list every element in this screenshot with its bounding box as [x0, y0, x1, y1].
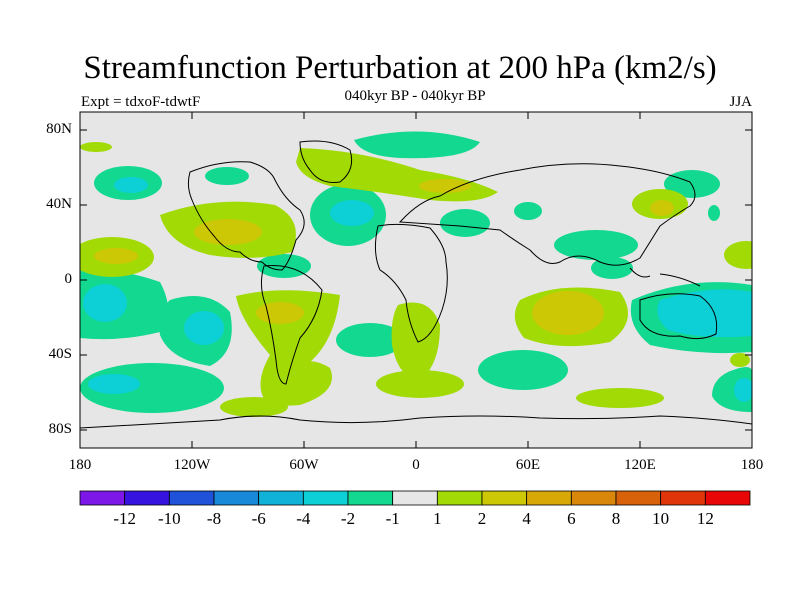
colorbar-label: -4: [296, 509, 311, 528]
region-sind-low: [478, 350, 568, 390]
region-bering-low: [664, 170, 720, 198]
colorbar-swatch: [570, 490, 617, 506]
region-arctic-high-w: [80, 142, 112, 152]
colorbar-swatch: [258, 490, 304, 506]
region-safrica-high: [391, 302, 440, 380]
core-namerica: [194, 219, 262, 245]
core-epac: [83, 284, 127, 322]
colorbar-swatch: [302, 490, 349, 506]
colorbar-swatch: [213, 490, 260, 506]
colorbar-label: 8: [611, 509, 621, 528]
strong-positive-cores: [94, 179, 674, 335]
colorbar-label: -12: [113, 509, 136, 528]
lat-label-40s: 40S: [48, 346, 72, 362]
colorbar-label: 12: [696, 509, 714, 528]
chart-title: Streamfunction Perturbation at 200 hPa (…: [83, 50, 717, 86]
strong-negative-cores: [83, 177, 752, 402]
colorbar-label: -8: [206, 509, 222, 528]
core-natl: [330, 200, 374, 226]
season-label: JJA: [729, 94, 752, 110]
coast-indonesia: [629, 267, 701, 287]
colorbar-swatch: [436, 490, 483, 506]
coast-greenland: [299, 140, 353, 183]
lon-label-120w: 120W: [173, 457, 211, 473]
coast-africa: [374, 223, 448, 343]
colorbar-label: -1: [385, 509, 400, 528]
colorbar-swatch: [168, 490, 215, 506]
region-tasman-high: [730, 353, 750, 367]
colorbar-label: 6: [567, 509, 576, 528]
colorbar-label: -6: [251, 509, 266, 528]
lat-label-40n: 40N: [46, 196, 72, 212]
core-npac: [114, 177, 148, 193]
lat-label-80n: 80N: [46, 121, 72, 137]
core-samerica: [256, 302, 304, 324]
experiment-label: Expt = tdxoF-tdwtF: [81, 94, 201, 110]
colorbar-swatch: [124, 490, 170, 506]
lat-label-80s: 80S: [48, 421, 72, 437]
region-southern-ind-high: [576, 388, 664, 408]
colorbar-label: 4: [522, 509, 531, 528]
lon-label-120e: 120E: [624, 457, 656, 473]
region-arctic-low: [354, 131, 480, 159]
colorbar-swatch: [526, 490, 572, 506]
colorbar: [79, 490, 751, 506]
region-europe-low: [440, 209, 490, 237]
colorbar-swatch: [615, 490, 662, 506]
lon-label-180w: 180: [68, 457, 92, 473]
colorbar-swatch: [392, 490, 438, 506]
colorbar-swatch: [660, 490, 706, 506]
region-alaska-low: [205, 167, 249, 185]
lon-label-180e: 180: [740, 457, 764, 473]
core-pac-subtrop: [94, 248, 138, 264]
colorbar-swatch: [704, 490, 751, 506]
core-indian: [532, 291, 604, 335]
core-australia: [657, 289, 752, 338]
coast-north-america: [187, 161, 305, 271]
colorbar-label: -2: [340, 509, 356, 528]
map-area: [80, 112, 752, 448]
coast-south-america: [260, 265, 323, 385]
colorbar-label: 10: [652, 509, 670, 528]
coast-eurasia: [398, 163, 696, 266]
lon-label-0: 0: [412, 457, 420, 473]
core-japan: [650, 200, 674, 216]
region-asia-low: [554, 230, 638, 260]
region-patagonia-high: [264, 360, 332, 406]
core-southern-pac: [88, 374, 140, 394]
colorbar-swatch: [481, 490, 528, 506]
colorbar-swatch: [79, 490, 126, 506]
region-satl-low: [336, 323, 404, 357]
region-nwpac-low: [708, 205, 720, 221]
lon-label-60e: 60E: [515, 457, 541, 473]
colorbar-label: 1: [433, 509, 442, 528]
core-greenland: [419, 179, 471, 193]
region-southern-atl-high: [376, 370, 464, 398]
colorbar-label: -10: [157, 509, 181, 528]
chart-subtitle: 040kyr BP - 040kyr BP: [344, 88, 486, 104]
colorbar-label: 2: [477, 509, 487, 528]
core-spac: [184, 311, 224, 345]
axis-ticks: [80, 112, 752, 448]
region-wpac-high: [724, 241, 752, 269]
lat-label-0: 0: [64, 271, 73, 287]
coastlines: [80, 140, 752, 429]
coast-antarctica: [80, 415, 752, 429]
lon-label-60w: 60W: [289, 457, 319, 473]
region-caspian-low: [514, 202, 542, 220]
colorbar-swatch: [347, 490, 394, 506]
core-southern-east: [734, 378, 752, 402]
coast-australia: [639, 293, 718, 340]
region-drake-high: [220, 397, 288, 417]
